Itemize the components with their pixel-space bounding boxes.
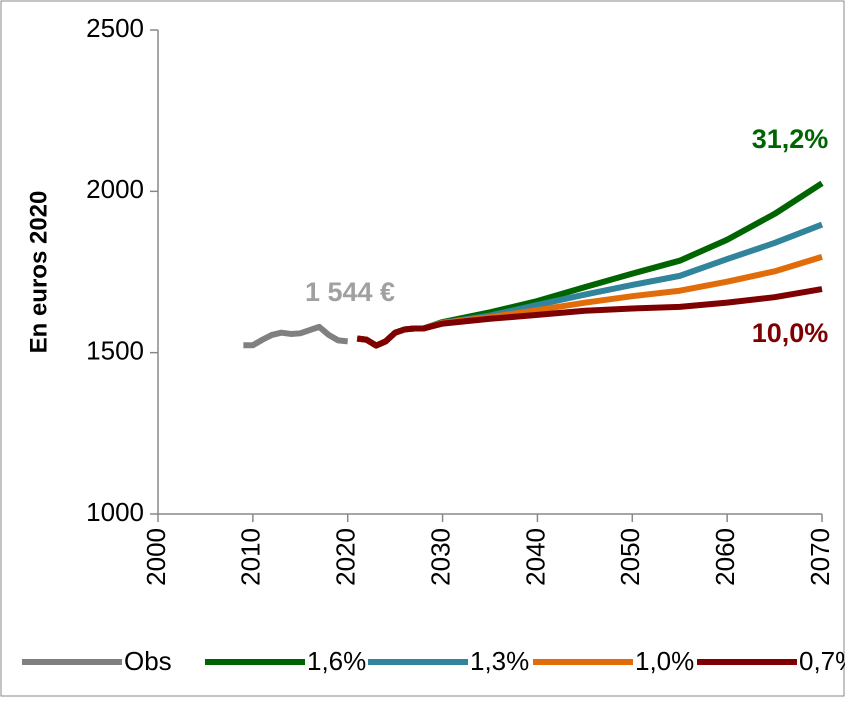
- x-tick-label: 2030: [425, 528, 455, 586]
- annotation: 10,0%: [752, 318, 829, 348]
- legend-label: 0,7%: [799, 646, 845, 676]
- legend-label: 1,6%: [307, 646, 366, 676]
- x-tick-label: 2020: [331, 528, 361, 586]
- legend-label: 1,3%: [470, 646, 529, 676]
- x-tick-label: 2060: [710, 528, 740, 586]
- y-axis-title: En euros 2020: [25, 191, 52, 354]
- y-tick-label: 1500: [86, 336, 144, 366]
- x-tick-label: 2070: [805, 528, 835, 586]
- legend-label: 1,0%: [635, 646, 694, 676]
- annotation: 31,2%: [752, 124, 829, 154]
- annotation: 1 544 €: [305, 277, 395, 307]
- line-series: [356, 286, 823, 349]
- x-tick-label: 2040: [520, 528, 550, 586]
- x-tick-label: 2050: [615, 528, 645, 586]
- y-tick-label: 2000: [86, 174, 144, 204]
- y-tick-label: 2500: [86, 13, 144, 43]
- x-tick-label: 2010: [236, 528, 266, 586]
- legend-label: Obs: [124, 646, 172, 676]
- y-tick-label: 1000: [86, 497, 144, 527]
- x-tick-label: 2000: [141, 528, 171, 586]
- line-series: [243, 323, 349, 349]
